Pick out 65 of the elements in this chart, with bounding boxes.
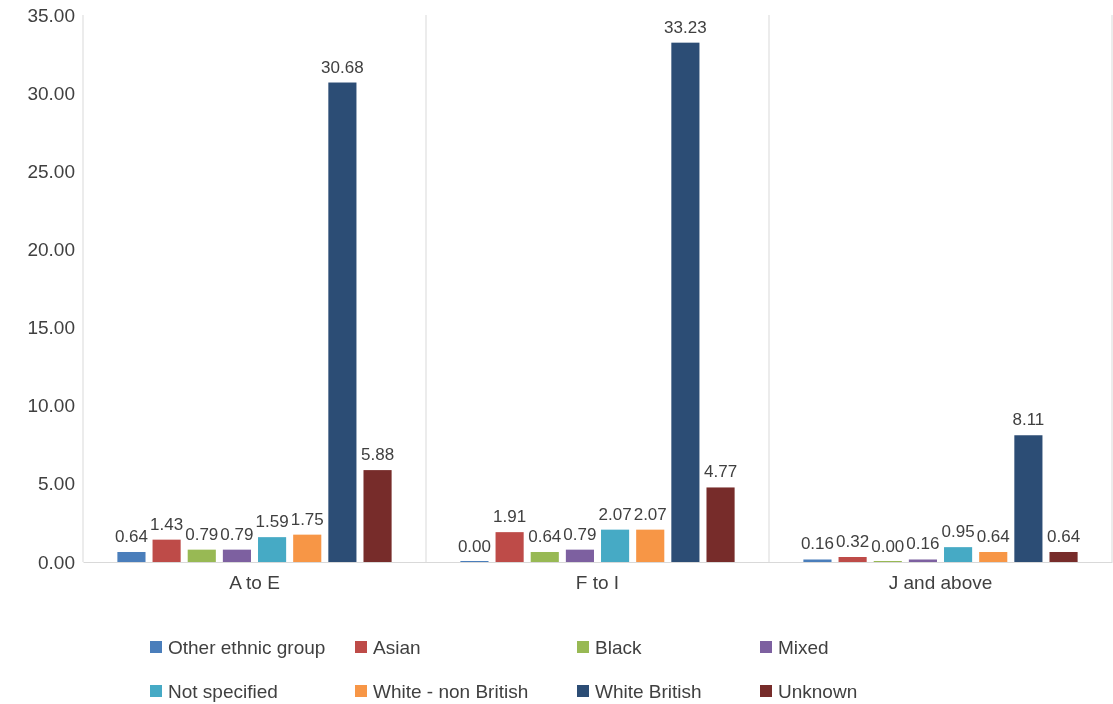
data-label: 2.07 bbox=[598, 504, 632, 524]
bar bbox=[117, 552, 146, 562]
data-label: 0.32 bbox=[836, 532, 870, 551]
bar bbox=[328, 82, 357, 562]
y-tick-label: 20.00 bbox=[27, 239, 75, 261]
bar bbox=[258, 537, 287, 562]
legend-label: White British bbox=[595, 681, 702, 702]
data-label: 5.88 bbox=[361, 445, 395, 465]
data-label: 0.64 bbox=[528, 527, 562, 546]
data-label: 33.23 bbox=[664, 17, 707, 37]
bar bbox=[908, 559, 937, 562]
bar bbox=[706, 487, 735, 562]
legend-label: Not specified bbox=[168, 681, 278, 702]
data-label: 8.11 bbox=[1012, 410, 1045, 430]
bar bbox=[152, 539, 181, 562]
data-label: 0.95 bbox=[941, 522, 975, 542]
data-label: 0.16 bbox=[800, 534, 834, 554]
data-label: 0.00 bbox=[457, 537, 491, 556]
data-label: 0.79 bbox=[185, 524, 219, 544]
x-tick-label: A to E bbox=[229, 572, 280, 594]
data-label: 1.91 bbox=[493, 507, 527, 527]
data-label: 4.77 bbox=[704, 462, 738, 482]
data-label: 1.43 bbox=[150, 514, 184, 534]
data-label: 0.16 bbox=[906, 534, 940, 554]
bar bbox=[838, 557, 867, 562]
bar bbox=[979, 552, 1008, 562]
bar bbox=[222, 549, 251, 562]
bar bbox=[601, 529, 630, 562]
bar bbox=[944, 547, 973, 562]
bar bbox=[1049, 552, 1078, 562]
data-label: 0.64 bbox=[1047, 527, 1081, 546]
data-label: 0.79 bbox=[220, 524, 254, 544]
data-label: 0.64 bbox=[976, 527, 1010, 546]
y-tick-label: 15.00 bbox=[27, 317, 75, 339]
legend-label: Unknown bbox=[778, 681, 858, 702]
y-tick-label: 0.00 bbox=[38, 551, 75, 573]
legend-label: Mixed bbox=[778, 637, 829, 658]
data-label: 0.64 bbox=[114, 527, 148, 546]
y-tick-label: 30.00 bbox=[27, 82, 75, 104]
bar bbox=[1014, 435, 1043, 562]
y-tick-label: 10.00 bbox=[27, 395, 75, 417]
bar bbox=[530, 552, 559, 562]
legend-label: White - non British bbox=[373, 681, 529, 702]
data-label: 1.75 bbox=[290, 509, 324, 529]
data-label: 2.07 bbox=[633, 504, 667, 524]
bar bbox=[363, 470, 392, 562]
legend-label: Black bbox=[595, 637, 642, 658]
legend-label: Other ethnic group bbox=[168, 637, 326, 658]
y-tick-label: 25.00 bbox=[27, 160, 75, 182]
x-tick-label: F to I bbox=[575, 572, 620, 594]
legend-label: Asian bbox=[373, 637, 421, 658]
y-tick-label: 35.00 bbox=[27, 4, 75, 26]
data-label: 1.59 bbox=[255, 512, 289, 532]
x-tick-label: J and above bbox=[888, 572, 993, 594]
bar bbox=[803, 559, 832, 562]
bar bbox=[671, 42, 700, 562]
data-label: 0.79 bbox=[563, 524, 597, 544]
bar bbox=[495, 532, 524, 562]
bar bbox=[565, 549, 594, 562]
bar bbox=[293, 534, 322, 562]
bar bbox=[636, 529, 665, 562]
y-tick-label: 5.00 bbox=[38, 473, 75, 495]
data-label: 30.68 bbox=[321, 57, 364, 77]
bar bbox=[187, 549, 216, 562]
data-label: 0.00 bbox=[871, 537, 905, 556]
